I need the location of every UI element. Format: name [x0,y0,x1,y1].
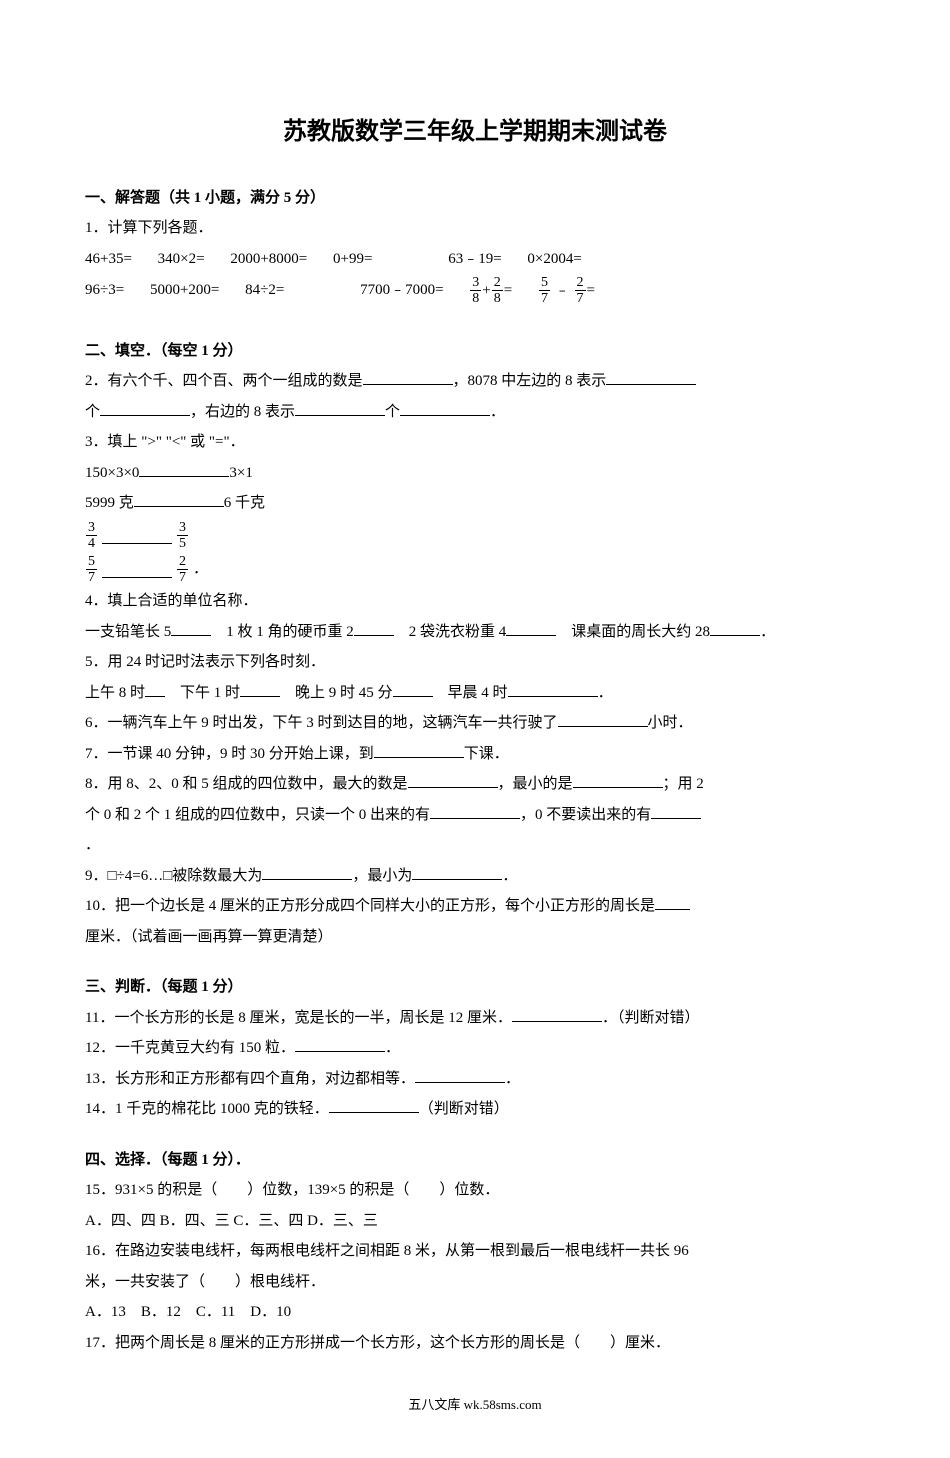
q16: 16．在路边安装电线杆，每两根电线杆之间相距 8 米，从第一根到最后一根电线杆一… [85,1237,865,1266]
q7: 7．一节课 40 分钟，9 时 30 分开始上课，到下课． [85,740,865,769]
calc-item: 0×2004= [527,245,581,274]
section3-head: 三、判断．（每题 1 分） [85,973,865,1002]
calc-frac: 57 ﹣ 27= [538,275,595,307]
q3: 3．填上 ">" "<" 或 "="． [85,428,865,457]
q1-label: 1．计算下列各题． [85,214,865,243]
q3-f1: 34 35 [85,520,865,552]
q5-items: 上午 8 时 下午 1 时 晚上 9 时 45 分 早晨 4 时． [85,679,865,708]
q14: 14．1 千克的棉花比 1000 克的铁轻．（判断对错） [85,1095,865,1124]
q8: 8．用 8、2、0 和 5 组成的四位数中，最大的数是，最小的是；用 2 [85,770,865,799]
q15: 15．931×5 的积是（ ）位数，139×5 的积是（ ）位数． [85,1176,865,1205]
section4-head: 四、选择．（每题 1 分）． [85,1146,865,1175]
q17: 17．把两个周长是 8 厘米的正方形拼成一个长方形，这个长方形的周长是（ ）厘米… [85,1329,865,1358]
calc-item: 0+99= [333,245,372,274]
q8-cont: 个 0 和 2 个 1 组成的四位数中，只读一个 0 出来的有，0 不要读出来的… [85,801,865,830]
q4-items: 一支铅笔长 5 1 枚 1 角的硬币重 2 2 袋洗衣粉重 4 课桌面的周长大约… [85,618,865,647]
q10: 10．把一个边长是 4 厘米的正方形分成四个同样大小的正方形，每个小正方形的周长… [85,892,865,921]
q15-opts: A．四、四 B．四、三 C．三、四 D．三、三 [85,1207,865,1236]
q2-cont: 个，右边的 8 表示个． [85,398,865,427]
page-title: 苏教版数学三年级上学期期末测试卷 [85,110,865,156]
q3-l1: 150×3×03×1 [85,459,865,488]
q4: 4．填上合适的单位名称． [85,587,865,616]
calc-item: 2000+8000= [230,245,307,274]
q13: 13．长方形和正方形都有四个直角，对边都相等．． [85,1065,865,1094]
section2-head: 二、填空．（每空 1 分） [85,337,865,366]
q16-opts: A．13 B．12 C．11 D．10 [85,1298,865,1327]
calc-item: 7700﹣7000= [360,276,443,305]
calc-item: 96÷3= [85,276,124,305]
q10-cont: 厘米．（试着画一画再算一算更清楚） [85,923,865,952]
calc-frac: 38+28= [469,275,512,307]
calc-item: 340×2= [158,245,205,274]
q5: 5．用 24 时记时法表示下列各时刻． [85,648,865,677]
calc-item: 84÷2= [245,276,284,305]
q11: 11．一个长方形的长是 8 厘米，宽是长的一半，周长是 12 厘米．．（判断对错… [85,1004,865,1033]
calc-row-1: 46+35= 340×2= 2000+8000= 0+99= 63﹣19= 0×… [85,245,865,274]
q8-end: ． [85,831,865,860]
calc-row-2: 96÷3= 5000+200= 84÷2= 7700﹣7000= 38+28= … [85,275,865,307]
q2: 2．有六个千、四个百、两个一组成的数是，8078 中左边的 8 表示 [85,367,865,396]
q3-f2: 57 27 ． [85,554,865,586]
q16-cont: 米，一共安装了（ ）根电线杆． [85,1268,865,1297]
q3-l2: 5999 克6 千克 [85,489,865,518]
footer: 五八文库 wk.58sms.com [85,1393,865,1418]
calc-item: 46+35= [85,245,132,274]
q12: 12．一千克黄豆大约有 150 粒．． [85,1034,865,1063]
section1-head: 一、解答题（共 1 小题，满分 5 分） [85,184,865,213]
q6: 6．一辆汽车上午 9 时出发，下午 3 时到达目的地，这辆汽车一共行驶了小时． [85,709,865,738]
calc-item: 63﹣19= [448,245,501,274]
calc-item: 5000+200= [150,276,219,305]
q9: 9．□÷4=6…□被除数最大为，最小为． [85,862,865,891]
